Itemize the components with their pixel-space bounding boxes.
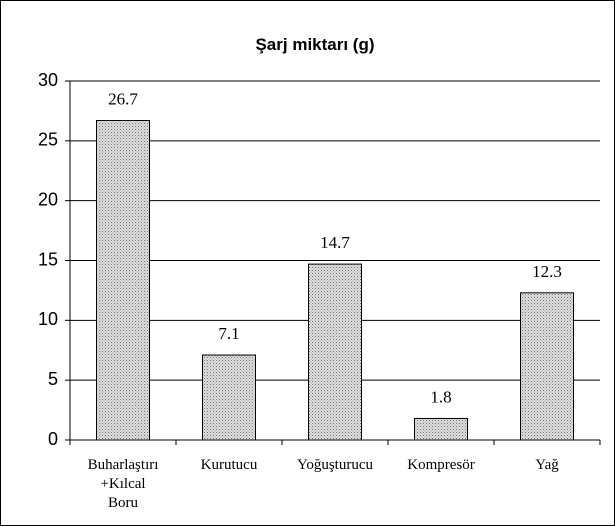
value-label: 14.7: [320, 233, 350, 252]
bar: [96, 119, 150, 441]
x-tick-label: Kurutucu: [200, 457, 258, 473]
bar: [308, 263, 362, 441]
bar: [414, 417, 468, 441]
y-tick-label: 25: [38, 130, 58, 150]
chart-title: Şarj miktarı (g): [255, 35, 374, 54]
y-tick-label: 10: [38, 309, 58, 329]
y-tick-label: 15: [38, 249, 58, 269]
x-tick-label: Yağ: [535, 457, 559, 473]
value-label: 12.3: [532, 262, 562, 281]
y-tick-label: 20: [38, 189, 58, 209]
value-label: 1.8: [430, 387, 451, 406]
x-tick-label: Buharlaştırı +Kılcal Boru: [87, 457, 159, 511]
bar: [520, 292, 574, 441]
y-tick-label: 0: [48, 429, 58, 449]
x-tick-label: Kompresör: [407, 457, 475, 473]
y-tick-label: 30: [38, 70, 58, 90]
value-label: 7.1: [218, 324, 239, 343]
bar: [202, 354, 256, 441]
y-tick-label: 5: [48, 369, 58, 389]
value-label: 26.7: [108, 89, 138, 108]
x-tick-label: Yoğuşturucu: [297, 457, 373, 473]
